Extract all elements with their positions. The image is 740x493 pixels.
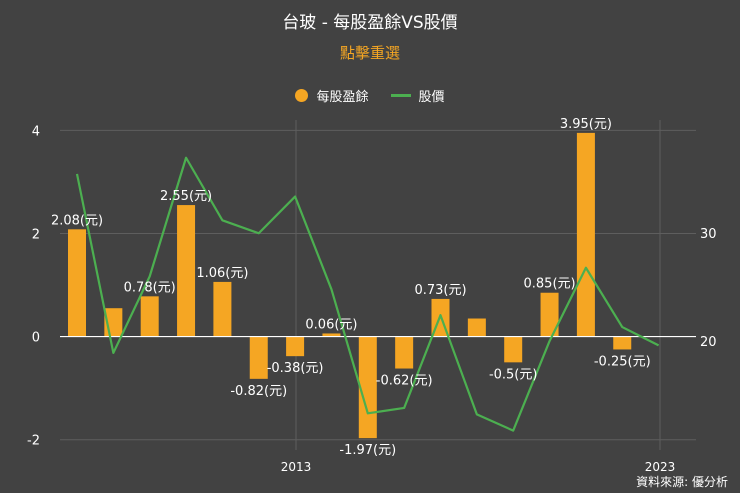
eps-data-label: 0.85(元) <box>524 277 576 292</box>
eps-bar <box>540 292 559 337</box>
eps-data-label: -0.62(元) <box>376 374 433 389</box>
data-source: 資料來源: 優分析 <box>636 475 728 489</box>
eps-bar <box>68 229 86 337</box>
price-line-icon <box>390 94 411 97</box>
eps-data-label: -0.5(元) <box>489 367 538 382</box>
chart-legend: 每股盈餘 股價 <box>0 86 740 105</box>
y-left-tick-label: 2 <box>32 227 40 242</box>
eps-data-label: -0.82(元) <box>230 384 287 399</box>
eps-bar <box>213 281 232 337</box>
y-left-tick-label: -2 <box>27 434 40 449</box>
eps-marker-icon <box>295 89 309 102</box>
eps-bar <box>140 296 159 337</box>
legend-label-price: 股價 <box>418 90 445 105</box>
eps-bar <box>467 318 486 337</box>
legend-item-price[interactable]: 股價 <box>390 86 445 105</box>
eps-data-label: 3.95(元) <box>560 117 612 132</box>
eps-bar <box>322 333 341 337</box>
eps-bar <box>286 336 305 357</box>
eps-bar <box>249 336 268 379</box>
eps-bar <box>358 336 377 439</box>
price-line <box>75 156 660 432</box>
y-left-tick-label: 0 <box>32 331 40 346</box>
eps-bar <box>395 336 414 369</box>
eps-data-label: -0.38(元) <box>267 361 324 376</box>
eps-bar <box>504 336 523 363</box>
eps-data-label: 0.78(元) <box>124 280 176 295</box>
y-right-tick-label: 30 <box>700 227 717 242</box>
eps-bar <box>613 336 632 350</box>
eps-data-label: 2.08(元) <box>51 213 103 228</box>
legend-label-eps: 每股盈餘 <box>316 90 369 105</box>
eps-data-label: 0.06(元) <box>305 317 357 332</box>
eps-bar <box>576 132 595 337</box>
y-left-tick-label: 4 <box>32 124 40 139</box>
x-tick-label: 2013 <box>281 460 312 474</box>
chart-title: 台玻 - 每股盈餘VS股價 <box>282 13 458 33</box>
eps-bar <box>177 205 196 337</box>
legend-item-eps[interactable]: 每股盈餘 <box>295 86 369 105</box>
reselect-link[interactable]: 點擊重選 <box>339 44 400 62</box>
eps-data-label: 2.55(元) <box>160 189 212 204</box>
x-tick-label: 2023 <box>645 460 676 474</box>
eps-data-label: -1.97(元) <box>339 443 396 458</box>
eps-data-label: -0.25(元) <box>594 354 651 369</box>
y-right-tick-label: 20 <box>700 335 717 350</box>
eps-data-label: 0.73(元) <box>414 283 466 298</box>
eps-data-label: 1.06(元) <box>196 266 248 281</box>
